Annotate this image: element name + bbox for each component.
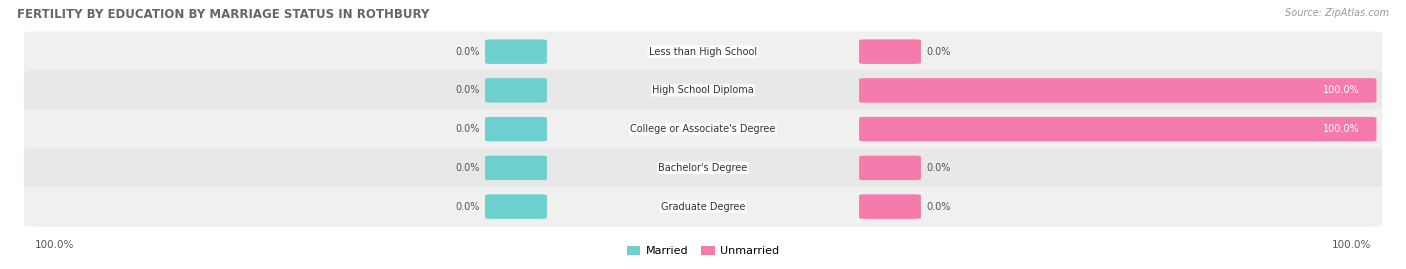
FancyBboxPatch shape	[24, 70, 1382, 111]
Text: 0.0%: 0.0%	[456, 163, 479, 173]
Text: 100.0%: 100.0%	[1323, 124, 1360, 134]
Text: College or Associate's Degree: College or Associate's Degree	[630, 124, 776, 134]
FancyBboxPatch shape	[859, 117, 1376, 141]
Text: 0.0%: 0.0%	[456, 201, 479, 212]
Text: 0.0%: 0.0%	[927, 201, 950, 212]
Text: 100.0%: 100.0%	[1331, 240, 1371, 250]
FancyBboxPatch shape	[24, 109, 1382, 149]
Text: Graduate Degree: Graduate Degree	[661, 201, 745, 212]
Text: 0.0%: 0.0%	[927, 163, 950, 173]
Text: FERTILITY BY EDUCATION BY MARRIAGE STATUS IN ROTHBURY: FERTILITY BY EDUCATION BY MARRIAGE STATU…	[17, 8, 429, 21]
FancyBboxPatch shape	[485, 78, 547, 103]
Legend: Married, Unmarried: Married, Unmarried	[621, 241, 785, 261]
Text: Less than High School: Less than High School	[650, 47, 756, 57]
Text: 0.0%: 0.0%	[456, 124, 479, 134]
FancyBboxPatch shape	[859, 194, 921, 219]
FancyBboxPatch shape	[485, 39, 547, 64]
FancyBboxPatch shape	[24, 148, 1382, 188]
FancyBboxPatch shape	[859, 39, 921, 64]
Text: High School Diploma: High School Diploma	[652, 85, 754, 95]
FancyBboxPatch shape	[24, 186, 1382, 227]
FancyBboxPatch shape	[859, 155, 921, 180]
Text: 0.0%: 0.0%	[456, 85, 479, 95]
FancyBboxPatch shape	[485, 194, 547, 219]
FancyBboxPatch shape	[485, 155, 547, 180]
Text: Bachelor's Degree: Bachelor's Degree	[658, 163, 748, 173]
Text: 0.0%: 0.0%	[456, 47, 479, 57]
Text: 0.0%: 0.0%	[927, 47, 950, 57]
Text: Source: ZipAtlas.com: Source: ZipAtlas.com	[1285, 8, 1389, 18]
Text: 100.0%: 100.0%	[1323, 85, 1360, 95]
FancyBboxPatch shape	[485, 117, 547, 141]
Text: 100.0%: 100.0%	[35, 240, 75, 250]
FancyBboxPatch shape	[24, 31, 1382, 72]
FancyBboxPatch shape	[859, 78, 1376, 103]
